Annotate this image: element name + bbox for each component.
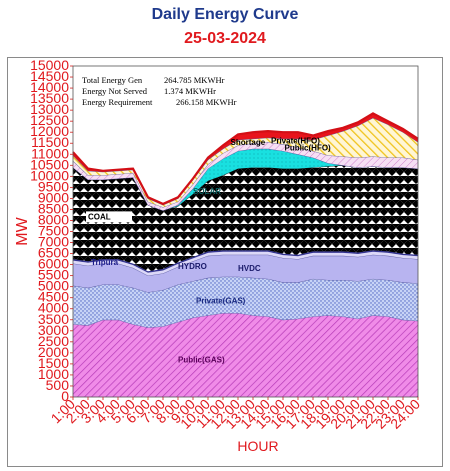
y-tick-label: 2000 [38,344,69,360]
summary-value: 266.158 MKWHr [176,97,237,107]
chart-frame [7,57,443,467]
summary-value: 1.374 MKWHr [164,86,216,96]
y-tick-label: 15000 [30,57,69,73]
y-tick-label: 6500 [38,245,69,261]
y-tick-label: 13000 [30,101,69,117]
y-tick-label: 0 [61,388,69,404]
series-label-coal: COAL [88,212,111,221]
y-tick-label: 3000 [38,322,69,338]
y-tick-label: 12500 [30,112,69,128]
x-axis-label: HOUR [237,438,278,454]
y-tick-label: 5000 [38,278,69,294]
y-tick-label: 4000 [38,300,69,316]
coal-label-background [86,211,132,223]
series-label-shortage: Shortage [231,138,266,147]
y-tick-label: 500 [46,377,70,393]
series-label-private-hfo: Private(HFO) [271,136,320,145]
y-tick-label: 6000 [38,256,69,272]
y-tick-label: 2500 [38,333,69,349]
y-tick-label: 10500 [30,156,69,172]
y-tick-label: 12000 [30,123,69,139]
summary-label: Total Energy Gen [82,75,143,85]
series-area-private-gas [73,276,418,328]
series-area-private-hfo [73,117,418,208]
series-line-shortage [72,112,419,206]
y-tick-label: 10000 [30,167,69,183]
y-tick-label: 9000 [38,189,69,205]
y-tick-label: 14500 [30,68,69,84]
series-area-solar [73,148,418,211]
series-label-public-hfo: Public(HFO) [285,143,332,152]
y-tick-label: 11000 [31,145,69,161]
summary-value: 264.785 MKWHr [164,75,225,85]
y-tick-label: 11500 [31,134,69,150]
y-tick-label: 3500 [38,311,69,327]
plot-area: Public(GAS) Private(GAS) HVDC HYDRO Tripura C… [14,57,423,454]
series-area-public-gas [73,313,418,397]
series-label-solar: SOLAR [193,187,221,196]
y-tick-label: 7000 [38,234,69,250]
y-tick-label: 8500 [38,200,69,216]
series-area-hydro [73,251,418,276]
y-tick-label: 8000 [38,211,69,227]
series-label-private-gas: Private(GAS) [196,297,246,306]
y-tick-label: 13500 [30,90,69,106]
series-area-hvdc [73,254,418,293]
y-axis-label: MW [14,216,31,245]
chart-title: Daily Energy Curve [151,6,299,23]
y-tick-label: 1000 [38,366,69,382]
series-label-hydro: HYDRO [178,262,207,271]
series-area-coal [73,165,418,272]
series-label-tripura: Tripura [91,258,119,267]
y-tick-label: 4500 [38,289,69,305]
summary-label: Energy Requirement [82,97,153,107]
summary-label: Energy Not Served [82,86,148,96]
y-tick-label: 7500 [38,223,69,239]
series-label-public-gas: Public(GAS) [178,355,225,364]
y-tick-label: 14000 [30,79,69,95]
y-tick-label: 1500 [38,355,69,371]
chart-date: 25-03-2024 [184,30,266,47]
series-label-hvdc: HVDC [238,264,261,273]
y-tick-label: 9500 [38,178,69,194]
series-area-public-hfo [73,142,418,211]
y-tick-label: 5500 [38,267,69,283]
